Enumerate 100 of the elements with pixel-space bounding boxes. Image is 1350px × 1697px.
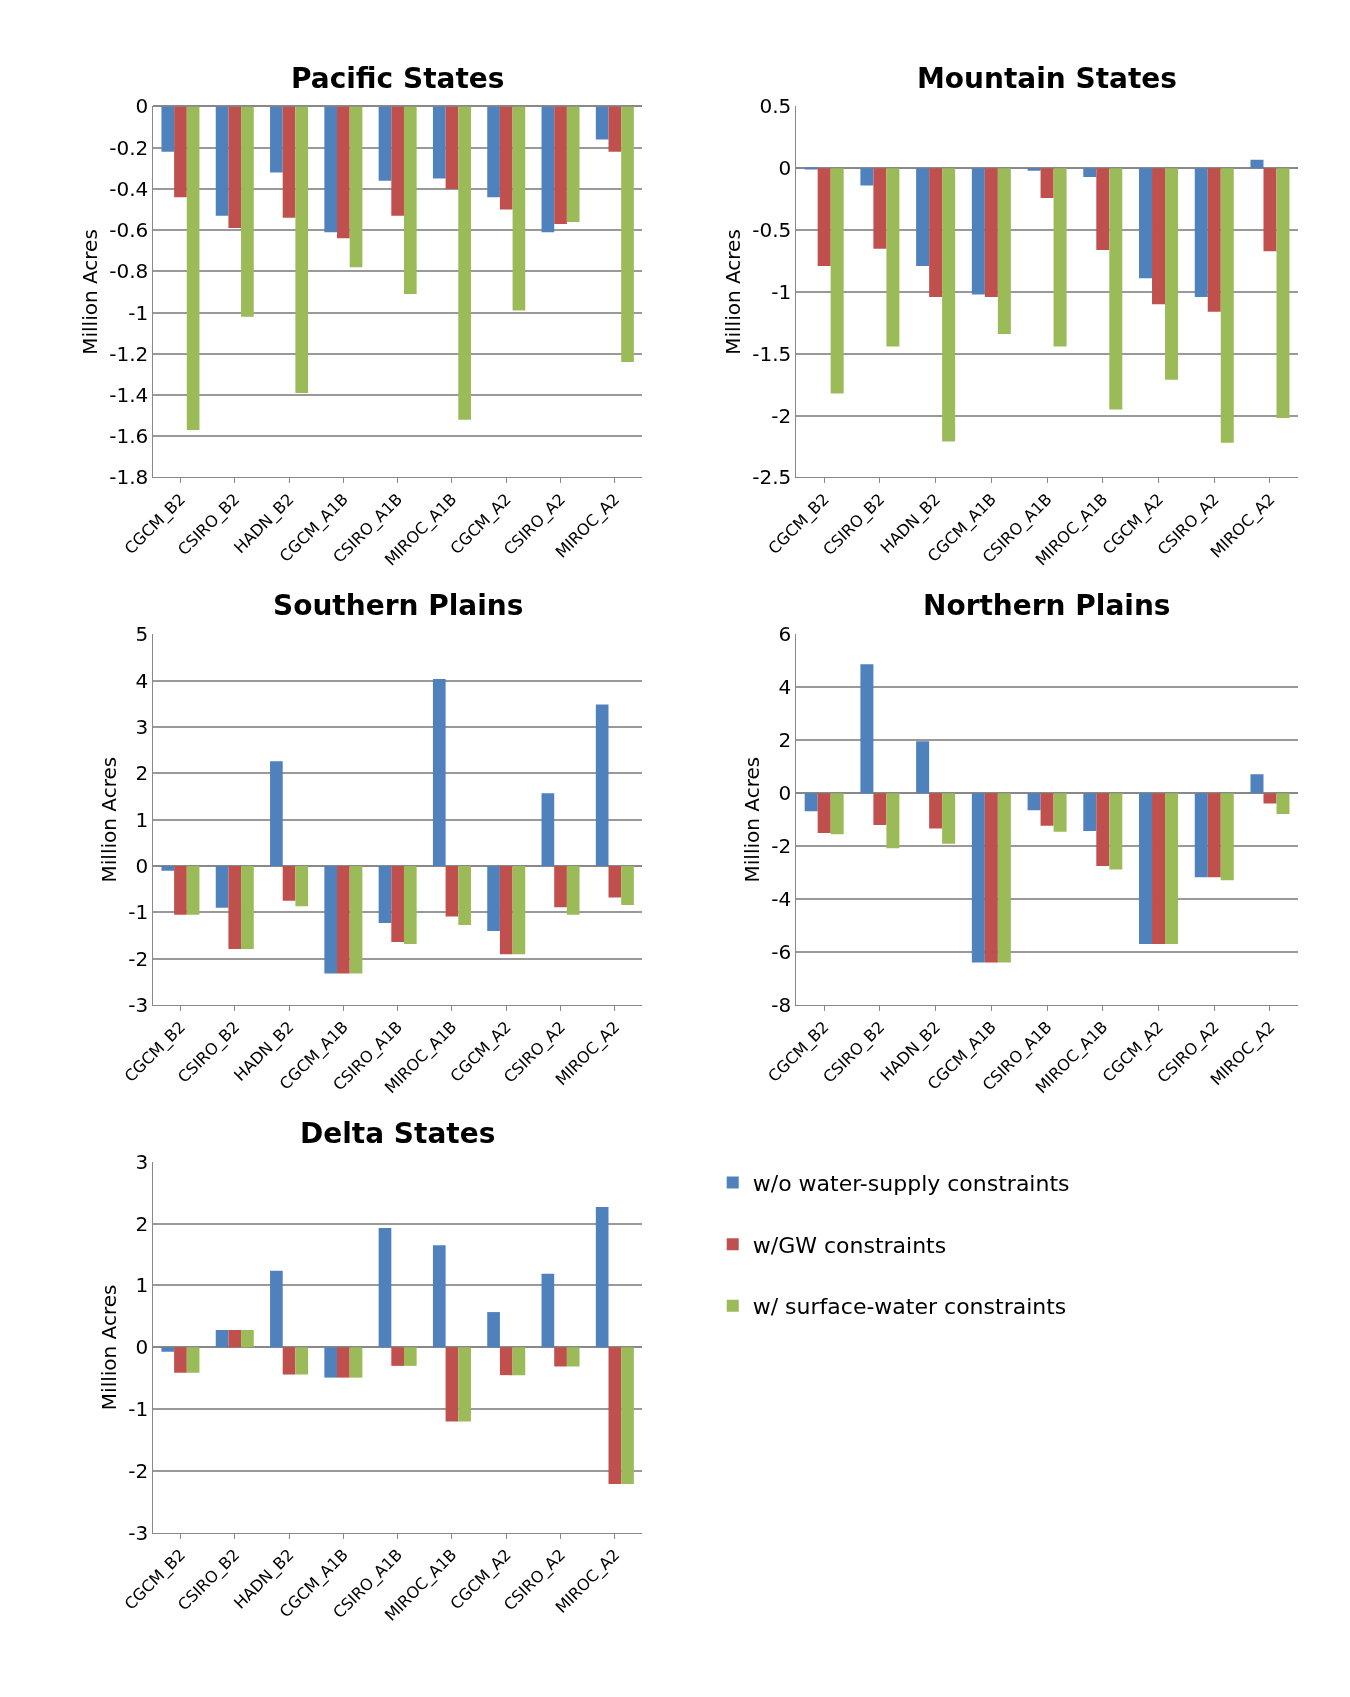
y-axis-title: Million Acres: [720, 229, 745, 355]
bar: [378, 1227, 392, 1348]
chart-title: Delta States: [300, 1117, 496, 1150]
bar: [830, 793, 844, 835]
bar: [916, 741, 930, 794]
y-tick-label: -0.8: [109, 259, 149, 284]
bar: [566, 866, 580, 915]
y-tick-label: -1.2: [109, 341, 149, 366]
bar: [929, 793, 943, 829]
y-tick-label: -1.8: [109, 465, 149, 490]
bar: [942, 793, 956, 844]
y-axis-title: Million Acres: [739, 756, 764, 883]
bar: [445, 866, 459, 917]
bar: [499, 866, 513, 955]
bar: [324, 1347, 338, 1378]
bar: [228, 866, 242, 950]
bar: [984, 793, 998, 963]
y-tick-label: 0.5: [759, 94, 792, 119]
y-tick-label: -0.2: [109, 135, 149, 160]
bar: [512, 866, 526, 955]
bar: [270, 761, 283, 867]
bar: [337, 866, 350, 974]
bar: [432, 1245, 446, 1348]
bar: [608, 866, 622, 898]
legend-label: w/o water-supply constraints: [752, 1171, 1070, 1197]
legend-label: w/GW constraints: [752, 1232, 947, 1258]
bar: [1250, 774, 1264, 794]
bar: [1109, 793, 1123, 870]
y-tick-label: -6: [771, 940, 792, 965]
bar: [1194, 793, 1208, 878]
y-tick-label: -1.6: [109, 424, 149, 449]
y-tick-label: 3: [135, 714, 149, 739]
y-tick-label: 6: [778, 622, 792, 647]
y-axis-title: Million Acres: [96, 1284, 121, 1411]
bar: [566, 1347, 580, 1367]
bar: [282, 866, 296, 901]
legend-label: w/ surface-water constraints: [752, 1294, 1067, 1320]
bar: [228, 1330, 242, 1348]
bar: [804, 793, 818, 812]
y-tick-label: -3: [128, 993, 149, 1018]
y-tick-label: 5: [135, 622, 149, 647]
bar: [378, 866, 392, 924]
y-tick-label: 2: [135, 761, 149, 786]
y-axis-title: Million Acres: [96, 756, 121, 883]
bar: [161, 1347, 175, 1352]
bar: [391, 1347, 404, 1366]
y-tick-label: -2: [771, 403, 792, 428]
bar: [554, 866, 567, 908]
y-tick-label: 0: [135, 1335, 149, 1360]
y-tick-label: -0.4: [109, 176, 149, 201]
bar: [621, 866, 634, 905]
bar: [1083, 793, 1097, 832]
y-tick-label: 0: [135, 854, 149, 879]
bar: [295, 1347, 309, 1375]
bar: [1027, 793, 1041, 811]
chart-title: Northern Plains: [923, 589, 1171, 622]
bar: [595, 1206, 609, 1348]
bar: [487, 1312, 500, 1348]
y-tick-label: -0.5: [752, 218, 792, 243]
bar: [1053, 793, 1067, 832]
bar: [458, 866, 471, 925]
y-tick-label: 1: [135, 807, 149, 832]
y-tick-label: -1: [128, 300, 149, 325]
bar: [337, 1347, 350, 1378]
y-tick-label: -8: [771, 993, 792, 1018]
y-tick-label: -2.5: [752, 465, 792, 490]
y-tick-label: -2: [771, 834, 792, 859]
bar: [1276, 793, 1290, 815]
bar: [817, 793, 831, 833]
bar: [608, 1347, 622, 1484]
chart-title: Southern Plains: [273, 589, 524, 622]
bar: [541, 793, 555, 867]
bar: [595, 704, 609, 867]
bar: [541, 1273, 555, 1348]
chart-title: Pacific States: [291, 62, 505, 95]
bar: [487, 866, 500, 931]
bar: [499, 1347, 513, 1376]
y-tick-label: 4: [135, 668, 149, 693]
bar: [295, 866, 309, 907]
y-tick-label: -0.6: [109, 218, 149, 243]
bar: [554, 1347, 567, 1367]
bar: [1040, 793, 1054, 826]
chart-title: Mountain States: [917, 62, 1178, 95]
bar: [1207, 793, 1221, 878]
bar: [403, 1347, 417, 1366]
y-tick-label: 0: [778, 156, 792, 181]
bar: [241, 866, 254, 950]
bar: [174, 866, 187, 915]
bar: [186, 1347, 200, 1373]
y-tick-label: -1.5: [752, 341, 792, 366]
y-tick-label: -1: [771, 279, 792, 304]
bar: [349, 866, 363, 974]
y-tick-label: 3: [135, 1149, 149, 1174]
bar: [1096, 793, 1110, 867]
bar: [403, 866, 417, 944]
y-tick-label: -1.4: [109, 383, 149, 408]
bar: [241, 1330, 254, 1348]
y-tick-label: -2: [128, 1459, 149, 1483]
bar: [512, 1347, 526, 1376]
bar: [1152, 793, 1166, 944]
